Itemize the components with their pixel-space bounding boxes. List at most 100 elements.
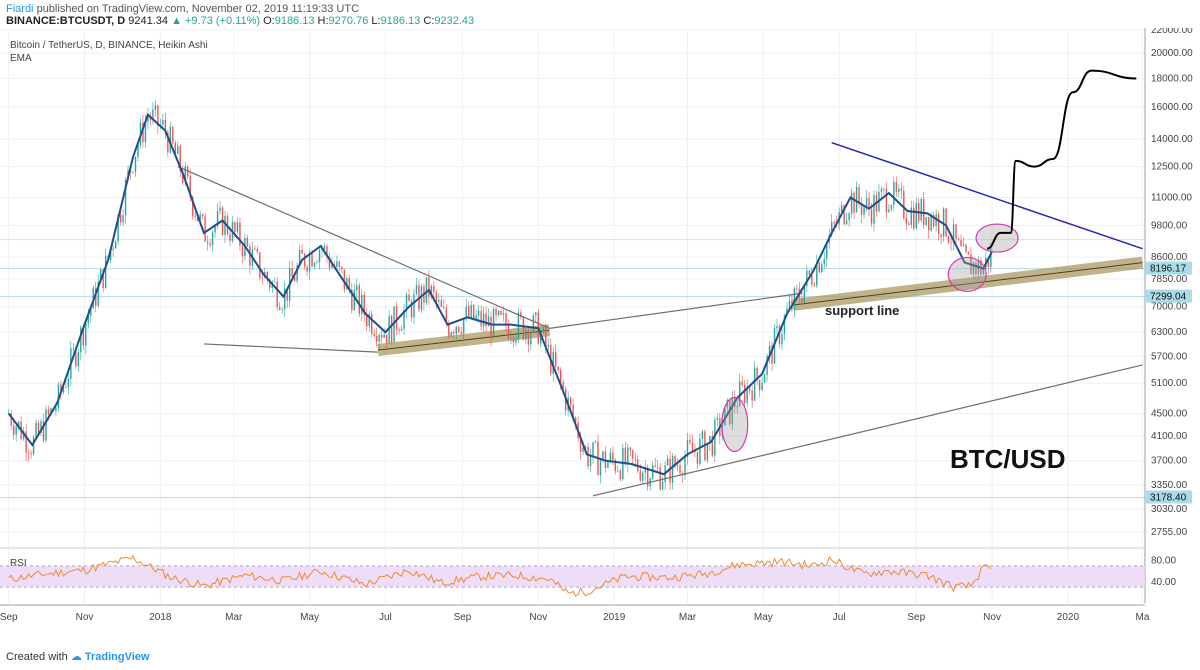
candle-body-67	[174, 143, 176, 155]
candle-body-117	[298, 249, 301, 266]
candle-body-149	[378, 335, 380, 342]
candle-body-294	[739, 381, 741, 407]
price-tick-8: 8600.00	[1151, 252, 1188, 263]
candle-body-108	[276, 281, 278, 308]
candle-body-45	[119, 214, 122, 223]
candle-body-138	[351, 289, 353, 311]
candle-body-361	[905, 218, 908, 224]
candle-body-360	[903, 190, 905, 219]
candle-body-3	[15, 426, 17, 435]
candle-body-344	[863, 206, 865, 215]
highlight-ellipse-1	[947, 256, 987, 293]
candle-body-354	[888, 209, 890, 213]
candle-body-42	[112, 248, 114, 250]
time-tick-8: 2019	[603, 612, 626, 623]
candle-body-289	[726, 400, 728, 408]
candle-body-66	[172, 126, 174, 144]
candle-body-16	[47, 409, 50, 415]
candle-body-351	[880, 188, 883, 192]
candle-body-100	[256, 249, 259, 253]
rsi-legend: RSI	[10, 558, 27, 569]
ema-line	[7, 112, 993, 476]
time-tick-2: 2018	[149, 612, 172, 623]
author-link[interactable]: Fiardi	[6, 3, 34, 15]
price-badge-bg-1	[1146, 289, 1192, 303]
candle-body-84	[216, 211, 219, 226]
price-change: ▲ +9.73 (+0.11%)	[171, 15, 261, 27]
rsi-pane: 80.00 40.00	[0, 547, 1176, 598]
candle-body-336	[843, 205, 845, 225]
candle-body-43	[114, 241, 117, 249]
candle-body-36	[97, 281, 99, 306]
candle-body-327	[821, 264, 823, 273]
candle-body-325	[816, 262, 818, 286]
candle-body-278	[699, 438, 701, 464]
candle-body-302	[758, 379, 761, 391]
candle-body-102	[261, 277, 264, 279]
candle-body-37	[100, 269, 102, 282]
candle-body-252	[634, 458, 636, 460]
candle-body-332	[833, 222, 835, 224]
candle-body-181	[458, 326, 460, 332]
candle-body-51	[134, 156, 137, 172]
candle-body-312	[783, 315, 786, 334]
candle-body-216	[545, 327, 547, 347]
time-axis[interactable]: Sep Nov 2018 Mar May Jul Sep Nov 2019 Mar May Jul Se…	[0, 604, 1150, 623]
price-badge-0: 8196.17	[1150, 264, 1187, 275]
candle-body-367	[920, 198, 922, 221]
candle-body-372	[932, 215, 935, 227]
candle-body-357	[895, 182, 898, 193]
candle-body-265	[666, 458, 669, 466]
candle-body-231	[582, 447, 584, 452]
candle-body-343	[860, 203, 863, 215]
candle-body-232	[584, 446, 587, 448]
symbol-label[interactable]: BINANCE:BTCUSDT, D	[6, 15, 126, 27]
price-axis[interactable]: 22000.00 20000.00 18000.00 16000.00 14000.00…	[1144, 28, 1193, 603]
candle-body-274	[689, 440, 691, 443]
candle-body-174	[440, 300, 443, 307]
candle-body-140	[356, 285, 358, 291]
tradingview-brand[interactable]: TradingView	[84, 651, 150, 663]
candle-body-104	[266, 271, 268, 280]
candle-body-214	[540, 331, 542, 344]
candle-body-238	[599, 460, 602, 476]
candle-body-378	[947, 236, 950, 243]
candle-body-118	[301, 249, 303, 254]
candle-body-217	[547, 344, 549, 347]
projection-line	[986, 69, 1137, 250]
ohlc-open-label: O:	[263, 15, 275, 27]
candle-body-153	[388, 315, 390, 344]
candle-body-233	[587, 446, 589, 467]
price-tick-10: 7000.00	[1151, 302, 1188, 313]
candle-body-115	[293, 277, 296, 282]
candle-body-348	[873, 194, 875, 224]
candle-body-157	[398, 329, 400, 331]
candle-body-235	[592, 442, 594, 457]
candle-body-394	[987, 257, 990, 267]
candle-body-356	[893, 182, 895, 206]
candle-body-109	[279, 307, 281, 310]
candle-body-241	[607, 461, 609, 468]
candle-body-293	[736, 406, 738, 408]
candle-body-204	[515, 338, 517, 343]
candle-body-151	[383, 334, 385, 338]
candle-body-163	[413, 293, 415, 318]
candle-body-94	[241, 245, 244, 257]
candle-body-208	[525, 330, 527, 340]
candle-body-341	[855, 187, 858, 213]
candle-body-166	[420, 286, 423, 310]
candle-body-183	[463, 318, 465, 334]
candle-body-383	[960, 239, 962, 247]
candle-body-24	[67, 378, 70, 388]
price-chart[interactable]: 22000.00 20000.00 18000.00 16000.00 14000.00…	[0, 28, 1200, 650]
candle-body-17	[50, 408, 52, 415]
candle-body-26	[72, 348, 75, 350]
candle-body-122	[311, 253, 313, 267]
candle-body-4	[17, 421, 20, 427]
candle-body-230	[579, 438, 582, 452]
candle-body-101	[259, 252, 261, 278]
price-tick-17: 3350.00	[1151, 480, 1188, 491]
candle-body-261	[656, 466, 659, 468]
candle-body-296	[743, 384, 746, 403]
candle-body-81	[209, 243, 211, 246]
